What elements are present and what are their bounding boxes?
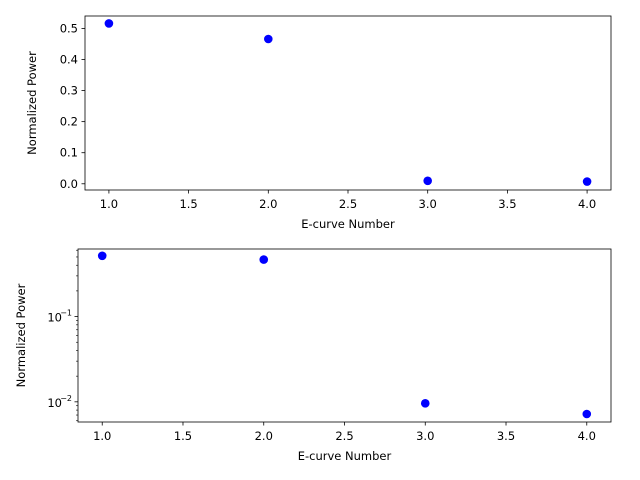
y-tick-label: 0.3 (60, 84, 78, 98)
x-tick-label: 2.0 (259, 197, 277, 211)
y-axis-label: Normalized Power (14, 283, 28, 387)
data-point (259, 255, 269, 264)
y-tick-label-exponent: −1 (60, 309, 72, 318)
data-point (582, 409, 592, 419)
x-tick-label: 3.0 (419, 197, 437, 211)
data-point (264, 34, 273, 44)
x-tick-label: 2.5 (339, 197, 357, 211)
x-axis-label: E-curve Number (301, 217, 395, 231)
y-tick-label: 10 (47, 396, 62, 410)
bottom-log-chart: 1.0 1.5 2.0 2.5 3.0 3.5 4.010−210−1E-curve Num… (14, 248, 612, 463)
y-tick-label: 0.1 (60, 146, 78, 160)
plot-frame (84, 15, 612, 191)
x-tick-label: 3.5 (497, 429, 515, 443)
x-tick-label: 1.5 (179, 197, 197, 211)
y-axis-label: Normalized Power (25, 51, 39, 155)
data-point (104, 19, 114, 28)
x-tick-label: 1.5 (174, 429, 192, 443)
x-tick-label: 2.0 (255, 429, 273, 443)
data-point (97, 251, 107, 261)
x-tick-label: 4.0 (578, 197, 596, 211)
x-tick-label: 2.5 (335, 429, 353, 443)
x-tick-label: 4.0 (578, 429, 596, 443)
y-tick-label: 0.2 (60, 115, 78, 129)
data-point (423, 176, 432, 186)
y-tick-label: 0.5 (60, 21, 78, 35)
x-axis-label: E-curve Number (298, 449, 392, 463)
y-tick-label: 0.4 (60, 53, 78, 67)
x-tick-label: 1.0 (93, 429, 111, 443)
top-linear-chart: 1.0 1.5 2.0 2.5 3.0 3.5 4.0 0.0 0.1 0.2 0.3 0.4 0.5 E… (25, 15, 612, 231)
y-tick-label: 0.0 (60, 177, 78, 191)
x-tick-label: 3.0 (416, 429, 434, 443)
data-point (582, 177, 592, 186)
plot-frame (77, 248, 612, 423)
y-tick-label-exponent: −2 (60, 394, 72, 403)
x-tick-label: 1.0 (100, 197, 118, 211)
data-point (420, 399, 430, 408)
x-tick-label: 3.5 (498, 197, 516, 211)
y-tick-label: 10 (47, 311, 62, 325)
